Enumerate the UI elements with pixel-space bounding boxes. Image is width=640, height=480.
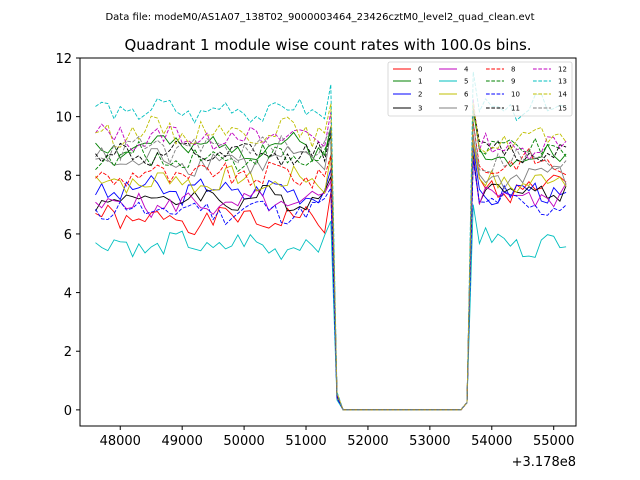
x-tick-label: 54000: [471, 434, 512, 449]
series-line-9: [95, 105, 567, 411]
x-tick-label: 53000: [409, 434, 450, 449]
series-line-8: [95, 121, 567, 411]
legend-label: 12: [558, 66, 567, 74]
series-line-14: [95, 102, 567, 411]
series-line-5: [95, 204, 567, 411]
legend-label: 3: [418, 105, 422, 113]
plot-frame: [79, 57, 577, 427]
series-layer: [95, 71, 567, 411]
legend-label: 15: [558, 105, 567, 113]
y-tick-label: 6: [64, 228, 72, 243]
y-tick-label: 8: [64, 169, 72, 184]
legend-label: 4: [464, 66, 469, 74]
legend-label: 9: [511, 78, 515, 86]
legend-label: 7: [464, 105, 468, 113]
y-axis: 0 2 4 6 8 10 12: [55, 52, 80, 419]
legend-label: 1: [418, 78, 422, 86]
legend-label: 10: [511, 91, 520, 99]
legend-label: 8: [511, 66, 515, 74]
legend-label: 13: [558, 78, 567, 86]
legend-label: 14: [558, 91, 567, 99]
chart-title: Quadrant 1 module wise count rates with …: [124, 36, 531, 54]
legend-label: 5: [464, 78, 468, 86]
x-axis: 48000 49000 50000 51000 52000 53000 54000 55000: [100, 426, 574, 449]
y-tick-label: 0: [64, 404, 72, 419]
y-tick-label: 10: [55, 111, 72, 126]
x-tick-label: 55000: [533, 434, 574, 449]
legend-frame: [387, 61, 573, 117]
x-tick-label: 51000: [285, 434, 326, 449]
y-tick-label: 12: [55, 52, 72, 67]
x-tick-label: 52000: [347, 434, 388, 449]
suptitle: Data file: modeM0/AS1A07_138T02_90000034…: [105, 12, 534, 23]
legend-label: 0: [418, 66, 422, 74]
series-line-10: [95, 160, 567, 411]
x-tick-label: 50000: [223, 434, 264, 449]
legend-label: 6: [464, 91, 469, 99]
legend-label: 2: [418, 91, 422, 99]
x-tick-label: 49000: [161, 434, 202, 449]
y-tick-label: 2: [64, 345, 72, 360]
x-axis-offset-label: +3.178e8: [512, 455, 576, 470]
x-tick-label: 48000: [100, 434, 141, 449]
y-tick-label: 4: [64, 287, 72, 302]
legend-label: 11: [511, 105, 520, 113]
plot-area: [95, 71, 567, 411]
series-line-15: [95, 122, 567, 411]
series-line-4: [95, 158, 567, 411]
